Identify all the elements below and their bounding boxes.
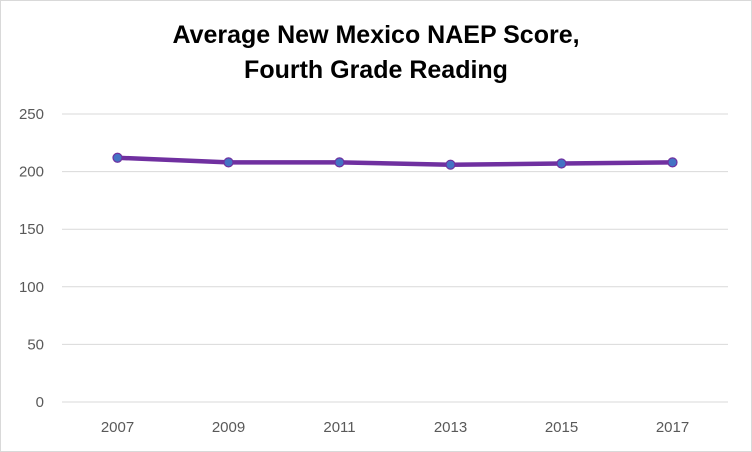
- y-tick-label: 0: [36, 394, 44, 411]
- y-tick-label: 200: [19, 164, 44, 181]
- data-point-2017: [667, 157, 678, 168]
- x-tick-label: 2007: [101, 419, 134, 436]
- x-tick-label: 2009: [212, 419, 245, 436]
- y-tick-label: 250: [19, 106, 44, 123]
- data-point-2015: [556, 158, 567, 169]
- x-tick-label: 2015: [545, 419, 578, 436]
- x-tick-label: 2013: [434, 419, 467, 436]
- data-point-2009: [223, 157, 234, 168]
- data-point-2013: [445, 159, 456, 170]
- x-tick-label: 2017: [656, 419, 689, 436]
- data-point-2011: [334, 157, 345, 168]
- chart-title-line-2: Fourth Grade Reading: [244, 56, 508, 84]
- chart-title-line-1: Average New Mexico NAEP Score,: [172, 21, 580, 49]
- series-line: [117, 155, 673, 167]
- x-tick-label: 2011: [323, 419, 355, 436]
- y-tick-label: 100: [19, 279, 44, 296]
- data-point-2007: [112, 152, 123, 163]
- y-tick-label: 50: [27, 336, 44, 353]
- y-tick-label: 150: [19, 221, 44, 238]
